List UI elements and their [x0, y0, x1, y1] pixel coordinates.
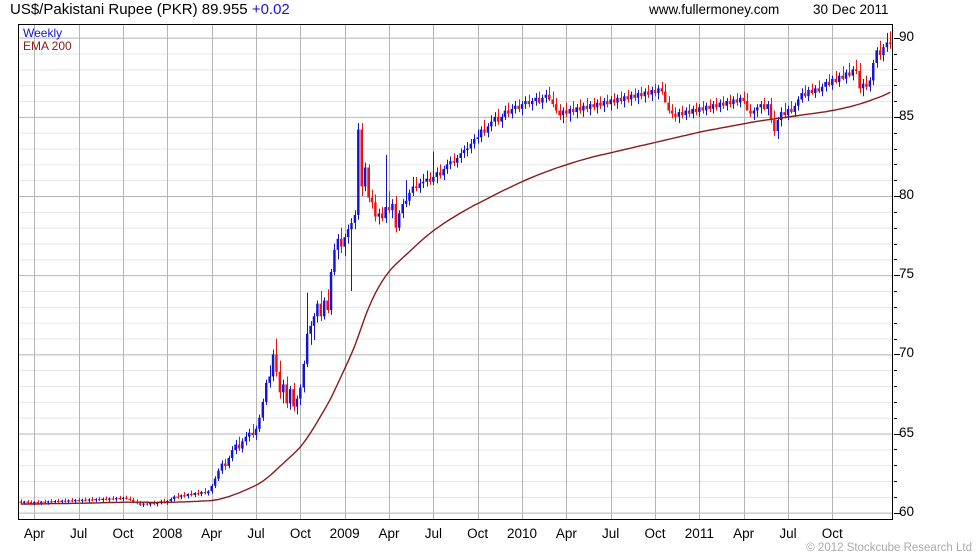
y-axis-tick-label: 85: [899, 107, 915, 123]
y-axis-minor-tick: [894, 417, 897, 419]
y-axis-tick-mark: [894, 512, 900, 514]
y-axis-minor-tick: [894, 180, 897, 182]
y-axis-minor-tick: [894, 164, 897, 166]
x-axis-tick-label: Oct: [289, 526, 311, 541]
chart-legend: Weekly EMA 200: [23, 27, 72, 53]
chart-series: [19, 31, 892, 507]
legend-item-weekly: Weekly: [23, 26, 63, 40]
y-axis-tick-label: 65: [899, 424, 915, 440]
y-axis-minor-tick: [894, 243, 897, 245]
y-axis-tick-label: 70: [899, 345, 915, 361]
plot-inner: Weekly EMA 200: [19, 25, 892, 519]
y-axis-minor-tick: [894, 306, 897, 308]
page-title: US$/Pakistani Rupee (PKR) 89.955 +0.02: [10, 1, 290, 18]
legend-item-ema200: EMA 200: [23, 39, 72, 53]
copyright-notice: © 2012 Stockcube Research Ltd: [806, 542, 972, 554]
y-axis-tick-mark: [894, 433, 900, 435]
x-axis-tick-label: Jul: [424, 526, 442, 541]
y-axis-minor-tick: [894, 322, 897, 324]
y-axis-tick-label: 75: [899, 266, 915, 282]
x-axis-tick-label: 2009: [329, 526, 360, 541]
chart-date: 30 Dec 2011: [813, 2, 889, 17]
y-axis-tick-mark: [894, 196, 900, 197]
x-axis-tick-label: 2011: [684, 526, 714, 541]
y-axis-tick-label: 80: [899, 187, 915, 202]
x-axis-tick-label: Jul: [779, 526, 797, 541]
x-axis-tick-label: Oct: [821, 526, 843, 541]
y-axis-minor-tick: [894, 481, 897, 482]
instrument-quote: US$/Pakistani Rupee (PKR) 89.955: [10, 1, 248, 18]
y-axis-minor-tick: [894, 211, 897, 213]
source-website: www.fullermoney.com: [649, 2, 780, 17]
y-axis-minor-tick: [894, 53, 897, 55]
y-axis-minor-tick: [894, 291, 897, 292]
y-axis-minor-tick: [894, 338, 897, 340]
y-axis-minor-tick: [894, 101, 897, 102]
y-axis-minor-tick: [894, 370, 897, 372]
y-axis-minor-tick: [894, 69, 897, 71]
y-axis-tick-mark: [894, 354, 900, 356]
y-axis-minor-tick: [894, 132, 897, 134]
y-axis-minor-tick: [894, 386, 897, 387]
y-axis-minor-tick: [894, 496, 897, 498]
price-change: +0.02: [251, 1, 290, 18]
chart-gridlines: [19, 25, 892, 519]
y-axis-minor-tick: [894, 401, 897, 403]
x-axis-tick-label: 2010: [506, 526, 538, 541]
y-axis-minor-tick: [894, 227, 897, 229]
x-axis-tick-label: 2008: [152, 526, 183, 541]
y-axis-tick-mark: [894, 37, 900, 39]
x-axis-tick-label: Apr: [23, 526, 45, 541]
x-axis-tick-label: Oct: [644, 526, 666, 541]
x-axis-tick-label: Oct: [112, 526, 134, 541]
x-axis-tick-label: Apr: [378, 526, 400, 541]
x-axis-tick-label: Apr: [555, 526, 577, 541]
x-axis-tick-label: Jul: [70, 526, 88, 541]
x-axis-tick-label: Apr: [733, 526, 755, 541]
y-axis-minor-tick: [894, 465, 897, 467]
y-axis-tick-label: 60: [899, 503, 915, 519]
x-axis-tick-label: Jul: [602, 526, 620, 541]
y-axis-minor-tick: [894, 148, 897, 150]
y-axis-tick-mark: [894, 275, 900, 277]
y-axis-tick-mark: [894, 116, 900, 118]
price-chart-plot: Weekly EMA 200: [18, 24, 893, 520]
x-axis-tick-label: Apr: [201, 526, 223, 541]
x-axis-tick-label: Jul: [247, 526, 265, 541]
chart-header: US$/Pakistani Rupee (PKR) 89.955 +0.02 w…: [0, 0, 980, 22]
y-axis-minor-tick: [894, 259, 897, 261]
y-axis-minor-tick: [894, 85, 897, 87]
y-axis-tick-label: 90: [899, 28, 915, 44]
x-axis-tick-label: Oct: [467, 526, 489, 541]
y-axis-minor-tick: [894, 449, 897, 451]
